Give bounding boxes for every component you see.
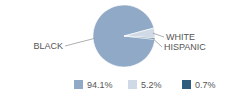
- legend: 94.1% 5.2% 0.7%: [74, 80, 216, 90]
- leader-line: [153, 38, 162, 47]
- leader-line: [153, 33, 164, 37]
- chart: BLACK WHITEHISPANIC 94.1% 5.2% 0.7%: [0, 0, 240, 100]
- leader-line: [65, 38, 95, 46]
- legend-label: 0.7%: [195, 80, 216, 90]
- slice-label: BLACK: [33, 41, 63, 51]
- slice-label: WHITE: [166, 32, 195, 42]
- legend-label: 5.2%: [141, 80, 162, 90]
- legend-swatch: [182, 80, 191, 89]
- legend-swatch: [128, 80, 137, 89]
- legend-label: 94.1%: [87, 80, 113, 90]
- pie-slice: [124, 36, 155, 39]
- legend-swatch: [74, 80, 83, 89]
- pie-slice: [93, 5, 155, 67]
- slice-label: HISPANIC: [164, 42, 206, 52]
- pie: [93, 5, 155, 67]
